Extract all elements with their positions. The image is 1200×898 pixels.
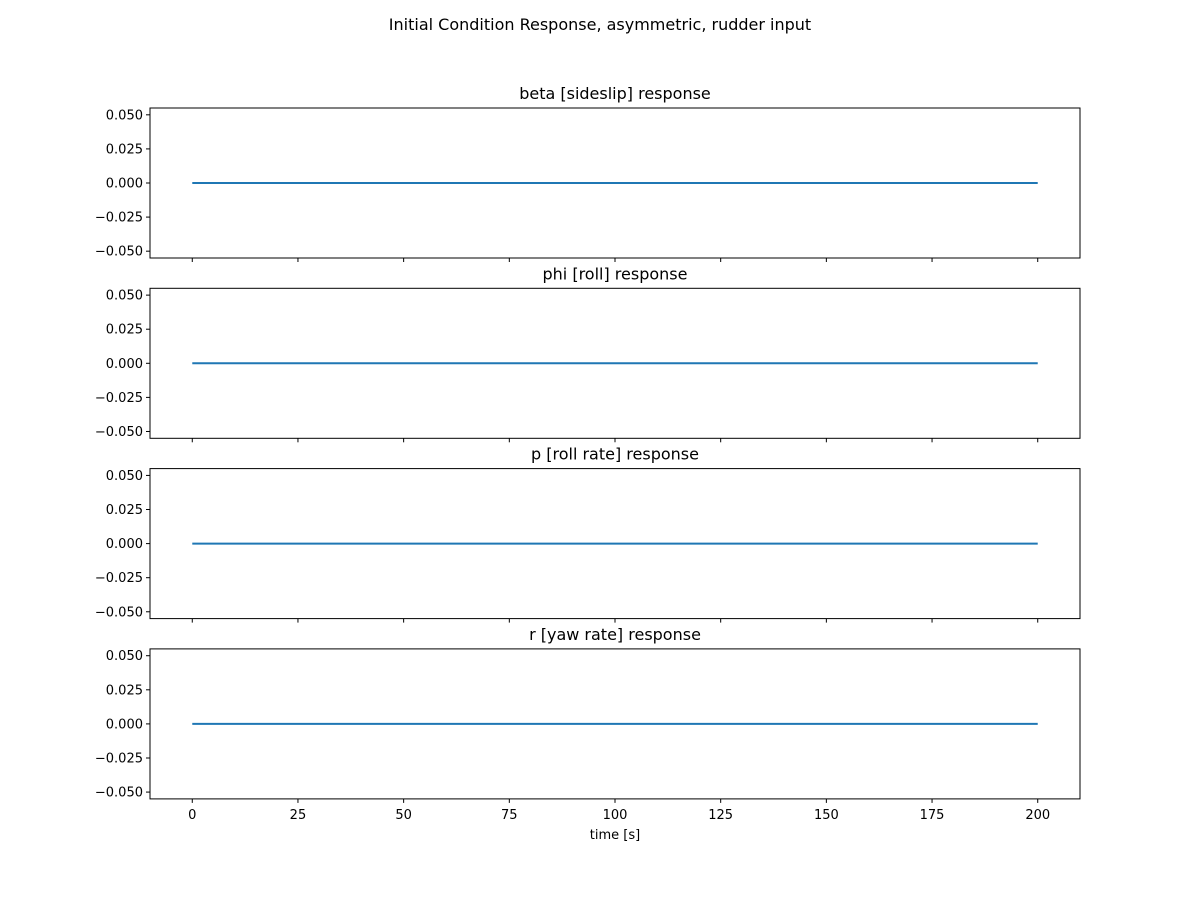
- subplot-title: p [roll rate] response: [531, 445, 699, 464]
- y-tick-label: −0.050: [95, 786, 143, 801]
- y-tick-label: 0.000: [106, 177, 143, 192]
- x-tick-label: 100: [603, 808, 628, 823]
- subplot-3: p [roll rate] response −0.050 −0.025 0.000 0…: [95, 445, 1081, 623]
- y-tick-label: 0.050: [106, 469, 143, 484]
- y-tick-label: 0.050: [106, 649, 143, 664]
- x-tick-label: 125: [708, 808, 733, 823]
- subplots: beta [sideslip] response −0.050 −0.025 0.00…: [95, 84, 1081, 843]
- subplot-title: r [yaw rate] response: [529, 625, 701, 644]
- subplot-2: phi [roll] response −0.050 −0.025 0.000 0.02…: [95, 264, 1081, 443]
- y-tick-label: −0.025: [95, 211, 143, 226]
- y-tick-label: 0.025: [106, 323, 143, 338]
- x-tick-label: 25: [290, 808, 307, 823]
- figure-title: Initial Condition Response, asymmetric, …: [389, 15, 811, 34]
- y-tick-label: 0.050: [106, 108, 143, 123]
- y-tick-label: 0.050: [106, 289, 143, 304]
- x-tick-label: 0: [188, 808, 196, 823]
- x-axis-label: time [s]: [590, 828, 640, 843]
- y-tick-label: −0.050: [95, 605, 143, 620]
- y-tick-label: 0.025: [106, 503, 143, 518]
- y-tick-label: −0.025: [95, 751, 143, 766]
- y-tick-label: −0.050: [95, 245, 143, 260]
- y-tick-label: −0.050: [95, 425, 143, 440]
- subplot-1: beta [sideslip] response −0.050 −0.025 0.00…: [95, 84, 1081, 262]
- y-tick-label: −0.025: [95, 391, 143, 406]
- subplot-title: phi [roll] response: [543, 264, 688, 283]
- x-tick-label: 150: [814, 808, 839, 823]
- y-tick-label: 0.025: [106, 142, 143, 157]
- y-tick-label: 0.000: [106, 537, 143, 552]
- subplot-4: r [yaw rate] response −0.050 −0.025 0.000 0.…: [95, 625, 1081, 843]
- y-tick-label: −0.025: [95, 571, 143, 586]
- x-tick-label: 200: [1025, 808, 1050, 823]
- x-tick-label: 50: [395, 808, 412, 823]
- y-tick-label: 0.025: [106, 683, 143, 698]
- x-tick-label: 175: [920, 808, 945, 823]
- x-tick-label: 75: [501, 808, 518, 823]
- subplot-title: beta [sideslip] response: [519, 84, 711, 103]
- y-tick-label: 0.000: [106, 357, 143, 372]
- y-tick-label: 0.000: [106, 717, 143, 732]
